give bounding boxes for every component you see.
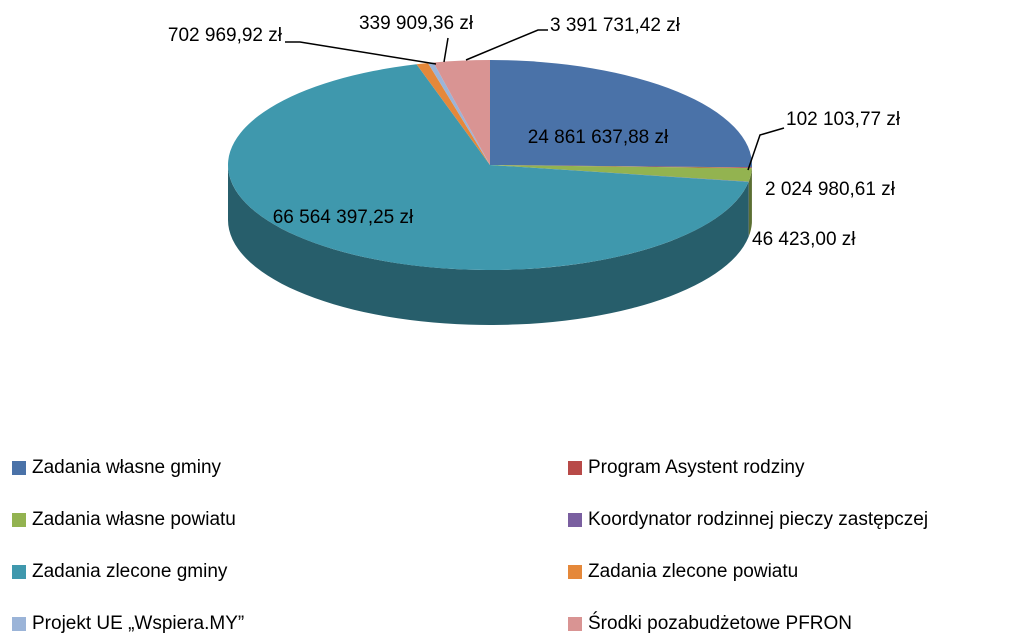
slice-side <box>228 165 749 326</box>
legend-swatch <box>568 513 582 527</box>
legend-label: Środki pozabudżetowe PFRON <box>588 612 852 634</box>
leader-line <box>443 37 449 63</box>
slice <box>490 165 752 182</box>
leader-line <box>465 29 548 61</box>
legend-swatch <box>12 461 26 475</box>
legend-swatch <box>568 565 582 579</box>
slice <box>490 60 752 168</box>
slice <box>490 165 752 169</box>
data-label: 46 423,00 zł <box>752 229 856 250</box>
legend-label: Zadania własne gminy <box>32 457 222 478</box>
data-label: 3 391 731,42 zł <box>550 15 681 36</box>
data-label: 24 861 637,88 zł <box>528 127 669 148</box>
slice <box>228 64 749 271</box>
legend-swatch <box>12 565 26 579</box>
legend-label: Zadania zlecone gminy <box>32 561 228 582</box>
legend-label: Koordynator rodzinnej pieczy zastępczej <box>588 509 928 530</box>
legend-label: Program Asystent rodziny <box>588 457 805 478</box>
legend-label: Projekt UE „Wspiera.MY” <box>32 613 244 634</box>
slice-side <box>748 168 752 237</box>
legend-swatch <box>568 617 582 631</box>
legend-swatch <box>12 513 26 527</box>
legend-label: Zadania zlecone powiatu <box>588 561 798 582</box>
legend-swatch <box>568 461 582 475</box>
slice <box>427 62 490 166</box>
slice <box>416 62 490 166</box>
data-label: 339 909,36 zł <box>359 13 474 34</box>
slice <box>433 60 490 165</box>
data-label: 66 564 397,25 zł <box>273 207 414 228</box>
leader-line <box>285 41 437 65</box>
leader-line <box>747 127 785 171</box>
legend-swatch <box>12 617 26 631</box>
data-label: 102 103,77 zł <box>786 109 901 130</box>
slice <box>490 165 749 182</box>
data-label: 702 969,92 zł <box>168 25 283 46</box>
data-label: 2 024 980,61 zł <box>765 179 896 200</box>
legend-label: Zadania własne powiatu <box>32 509 236 530</box>
